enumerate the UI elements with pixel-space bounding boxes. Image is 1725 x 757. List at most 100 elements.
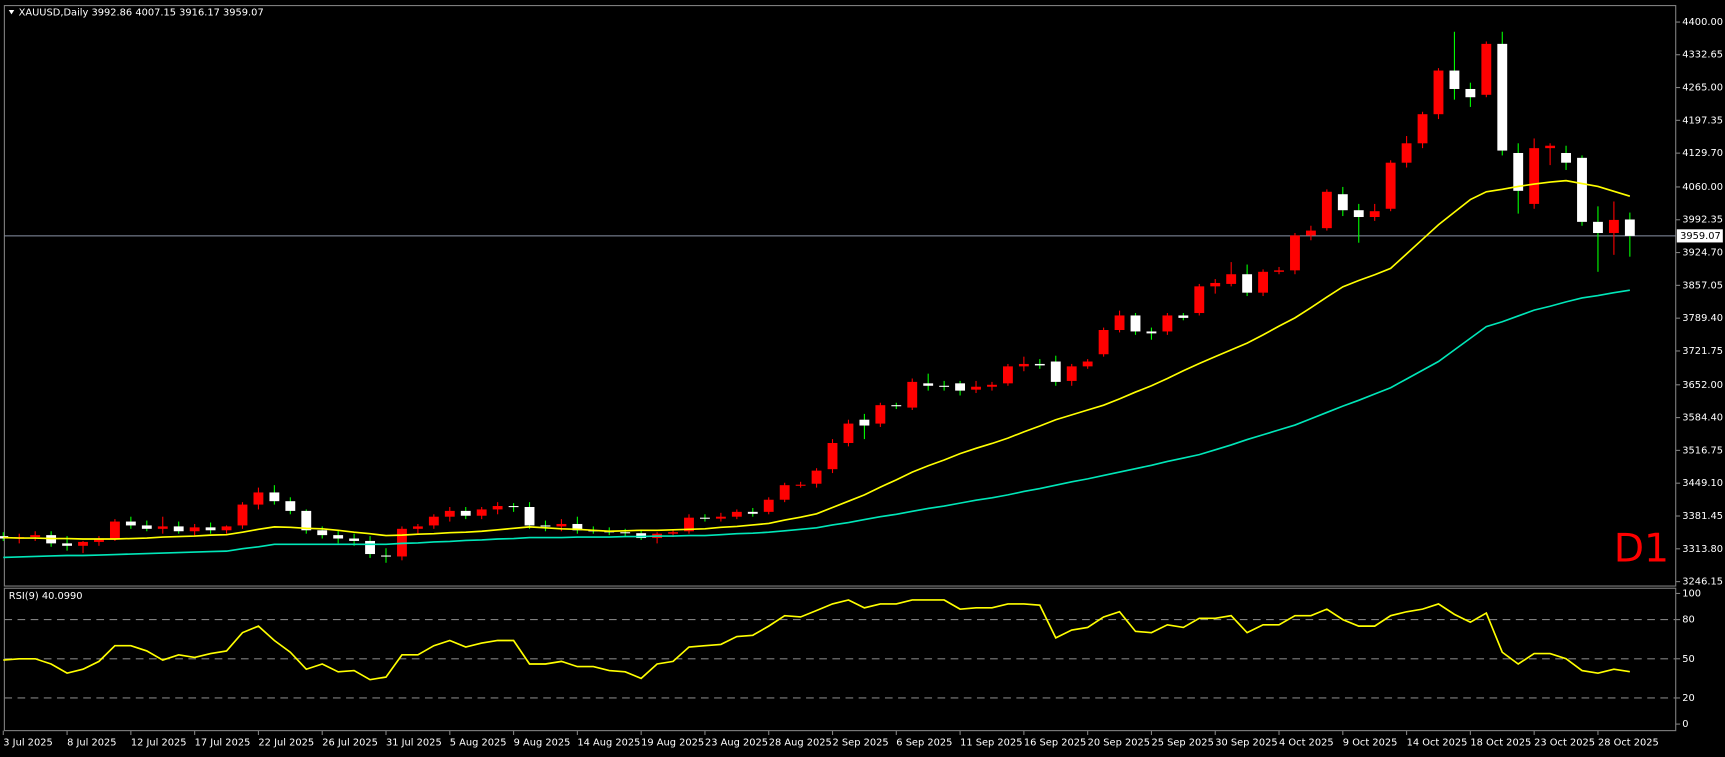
x-tick-label: 12 Jul 2025 bbox=[131, 738, 187, 749]
candle-body bbox=[253, 492, 264, 505]
y-tick-label: 4129.70 bbox=[1682, 148, 1723, 159]
x-tick-label: 14 Aug 2025 bbox=[577, 738, 640, 749]
candle-body bbox=[94, 538, 104, 542]
x-tick-label: 25 Sep 2025 bbox=[1151, 738, 1213, 749]
candle-body bbox=[1481, 43, 1492, 95]
candle-body bbox=[1337, 194, 1348, 211]
candle-body bbox=[1369, 211, 1380, 218]
x-tick-label: 9 Oct 2025 bbox=[1343, 738, 1398, 749]
candle-body bbox=[1082, 361, 1093, 367]
y-tick-label: 3449.10 bbox=[1682, 478, 1723, 489]
y-tick-label: 3992.35 bbox=[1682, 215, 1723, 226]
candle-body bbox=[1513, 152, 1524, 191]
y-tick-label: 0 bbox=[1682, 719, 1688, 730]
candle-body bbox=[173, 526, 184, 532]
candle-body bbox=[1497, 43, 1508, 151]
x-tick-label: 30 Sep 2025 bbox=[1215, 738, 1277, 749]
candle-body bbox=[125, 521, 136, 526]
candle-body bbox=[923, 383, 934, 386]
candle-body bbox=[907, 381, 918, 408]
candle-body bbox=[668, 532, 678, 534]
y-tick-label: 3857.05 bbox=[1682, 280, 1723, 291]
candle-body bbox=[237, 504, 248, 526]
main-panel-frame bbox=[3, 5, 1677, 587]
y-tick-label: 4332.65 bbox=[1682, 50, 1723, 61]
candle-body bbox=[1226, 274, 1237, 284]
candle-body bbox=[285, 501, 296, 511]
x-tick-label: 31 Jul 2025 bbox=[386, 738, 442, 749]
candle-body bbox=[747, 511, 758, 514]
x-tick-label: 19 Aug 2025 bbox=[641, 738, 704, 749]
candle-body bbox=[1098, 329, 1109, 355]
candle-body bbox=[891, 405, 902, 407]
candle-body bbox=[875, 405, 886, 424]
candle-body bbox=[205, 527, 216, 531]
x-tick-label: 8 Jul 2025 bbox=[67, 738, 116, 749]
candle-body bbox=[1401, 143, 1412, 163]
last-price-box bbox=[1676, 229, 1723, 243]
y-tick-label: 3246.15 bbox=[1682, 577, 1723, 588]
candle-body bbox=[779, 485, 790, 500]
x-tick-label: 17 Jul 2025 bbox=[195, 738, 251, 749]
rsi-title: RSI(9) 40.0990 bbox=[9, 591, 83, 602]
candle-body bbox=[365, 540, 375, 555]
candle-body bbox=[524, 507, 535, 526]
candle-body bbox=[444, 510, 455, 517]
candle-body bbox=[78, 541, 88, 546]
candle-body bbox=[1146, 331, 1157, 334]
y-tick-label: 3652.00 bbox=[1682, 380, 1723, 391]
candle-body bbox=[811, 470, 822, 484]
candle-body bbox=[62, 543, 73, 546]
candle-body bbox=[1050, 361, 1061, 382]
candle-body bbox=[1465, 88, 1476, 98]
x-tick-label: 20 Sep 2025 bbox=[1088, 738, 1150, 749]
candle-body bbox=[1608, 219, 1619, 234]
candle-body bbox=[971, 386, 981, 390]
y-tick-label: 3789.40 bbox=[1682, 313, 1723, 324]
candle-body bbox=[1034, 363, 1045, 366]
candle-body bbox=[1577, 157, 1587, 222]
x-tick-label: 28 Oct 2025 bbox=[1598, 738, 1659, 749]
candle-body bbox=[1018, 363, 1029, 367]
candle-body bbox=[428, 516, 439, 526]
candle-body bbox=[827, 442, 838, 470]
x-tick-label: 23 Oct 2025 bbox=[1534, 738, 1595, 749]
candle-body bbox=[1433, 70, 1444, 115]
candle-body bbox=[157, 526, 168, 529]
candle-body bbox=[1321, 191, 1332, 229]
candle-body bbox=[30, 535, 41, 538]
candle-body bbox=[1274, 270, 1284, 272]
candle-body bbox=[1353, 210, 1364, 218]
candle-body bbox=[301, 510, 312, 531]
candle-body bbox=[1385, 162, 1396, 209]
candle-body bbox=[1529, 148, 1540, 204]
candle-body bbox=[1210, 282, 1221, 287]
candle-body bbox=[349, 538, 360, 541]
candle-body bbox=[1178, 315, 1189, 318]
timeframe-label: D1 bbox=[1614, 526, 1669, 572]
candle-body bbox=[1624, 219, 1635, 236]
y-tick-label: 4265.00 bbox=[1682, 83, 1723, 94]
candle-body bbox=[1242, 274, 1253, 293]
candle-body bbox=[1258, 271, 1269, 293]
candle-body bbox=[476, 509, 487, 516]
y-tick-label: 80 bbox=[1682, 615, 1695, 626]
y-tick-label: 3584.40 bbox=[1682, 413, 1723, 424]
candle-body bbox=[1002, 366, 1013, 384]
candle-body bbox=[460, 510, 471, 516]
x-tick-label: 9 Aug 2025 bbox=[514, 738, 571, 749]
x-tick-label: 28 Aug 2025 bbox=[769, 738, 832, 749]
candle-body bbox=[700, 517, 710, 519]
candle-body bbox=[572, 523, 583, 531]
candle-body bbox=[1545, 145, 1556, 149]
candle-body bbox=[508, 506, 519, 508]
y-tick-label: 3721.75 bbox=[1682, 346, 1723, 357]
candle-body bbox=[684, 517, 694, 532]
candle-body bbox=[987, 384, 997, 387]
x-tick-label: 18 Oct 2025 bbox=[1470, 738, 1531, 749]
candle-body bbox=[795, 484, 806, 486]
chart-title: XAUUSD,Daily 3992.86 4007.15 3916.17 395… bbox=[19, 8, 264, 19]
menu-arrow bbox=[8, 9, 15, 15]
indicator-line bbox=[3, 289, 1630, 559]
